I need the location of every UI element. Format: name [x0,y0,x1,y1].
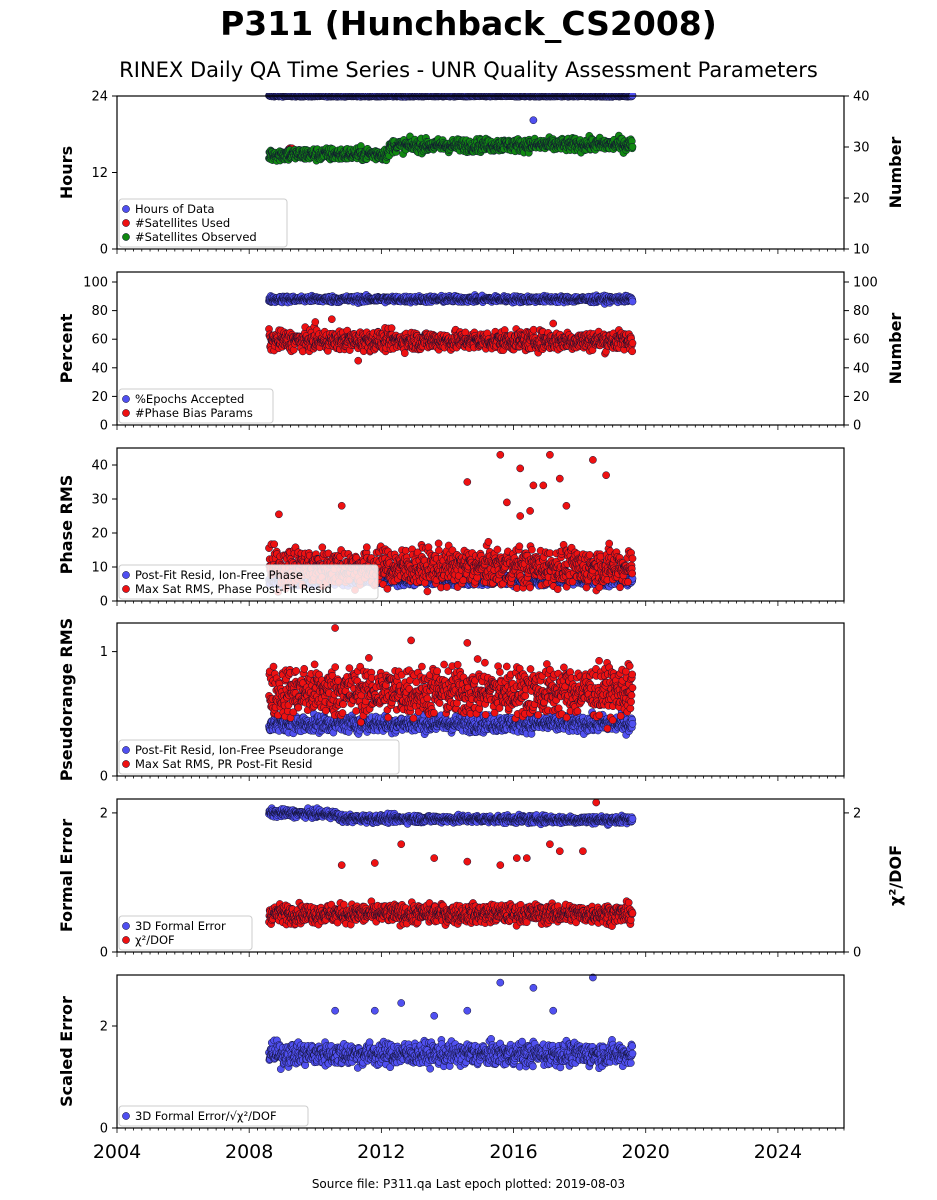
data-point [628,297,637,306]
series-2-1 [265,291,637,308]
data-point [354,356,363,365]
legend-label: #Satellites Observed [135,230,257,244]
y-tick-label: 0 [100,243,108,258]
y-tick-label: 12 [91,166,108,181]
data-point [400,349,409,358]
legend-marker [122,205,130,213]
y-tick-label: 0 [100,419,108,434]
y-tick-label: 80 [91,304,108,319]
legend-panel-1: Hours of Data#Satellites Used#Satellites… [118,198,288,248]
legend-marker [122,219,130,227]
legend-marker [122,409,130,417]
y2-tick-label: 80 [853,304,870,319]
y2-tick-label: 100 [853,276,878,291]
chart-title: P311 (Hunchback_CS2008) [220,4,717,43]
data-point [628,142,637,151]
data-point [549,319,558,328]
legend-marker [122,233,130,241]
legend-label: %Epochs Accepted [135,392,244,406]
data-point [628,339,637,347]
y-tick-label: 20 [91,390,108,405]
y-axis-label: Percent [57,313,76,383]
chart-subtitle: RINEX Daily QA Time Series - UNR Quality… [119,58,818,82]
legend-label: #Phase Bias Params [135,406,253,420]
points-panel-1 [265,93,637,165]
y2-tick-label: 60 [853,333,870,348]
legend-box [118,198,288,248]
legend-panel-2: %Epochs Accepted#Phase Bias Params [118,388,274,424]
y2-tick-label: 40 [853,361,870,376]
y2-tick-label: 40 [853,90,870,105]
data-point [327,315,336,324]
y-tick-label: 100 [83,276,108,291]
series-2-2 [265,315,637,365]
y2-tick-label: 30 [853,141,870,156]
y-tick-label: 24 [91,90,108,105]
y2-tick-label: 0 [853,419,861,434]
points-panel-2 [265,291,637,365]
legend-marker [122,395,130,403]
y2-axis-label: Number [886,137,905,209]
y-tick-label: 40 [91,361,108,376]
panel-2: 0 20 40 60 80 100 0 20 40 60 80 100 Percent Number %Ep… [57,271,905,434]
series-1-3 [265,131,637,165]
y2-tick-label: 10 [853,243,870,258]
data-point [387,324,396,332]
y2-tick-label: 20 [853,390,870,405]
data-point [311,318,320,326]
y2-tick-label: 20 [853,192,870,207]
legend-label: #Satellites Used [135,216,230,230]
data-point [529,116,538,125]
data-point [628,347,637,356]
legend-label: Hours of Data [135,202,215,216]
y2-axis-label: Number [886,313,905,385]
y-axis-label: Hours [57,146,76,199]
y-tick-label: 60 [91,333,108,348]
